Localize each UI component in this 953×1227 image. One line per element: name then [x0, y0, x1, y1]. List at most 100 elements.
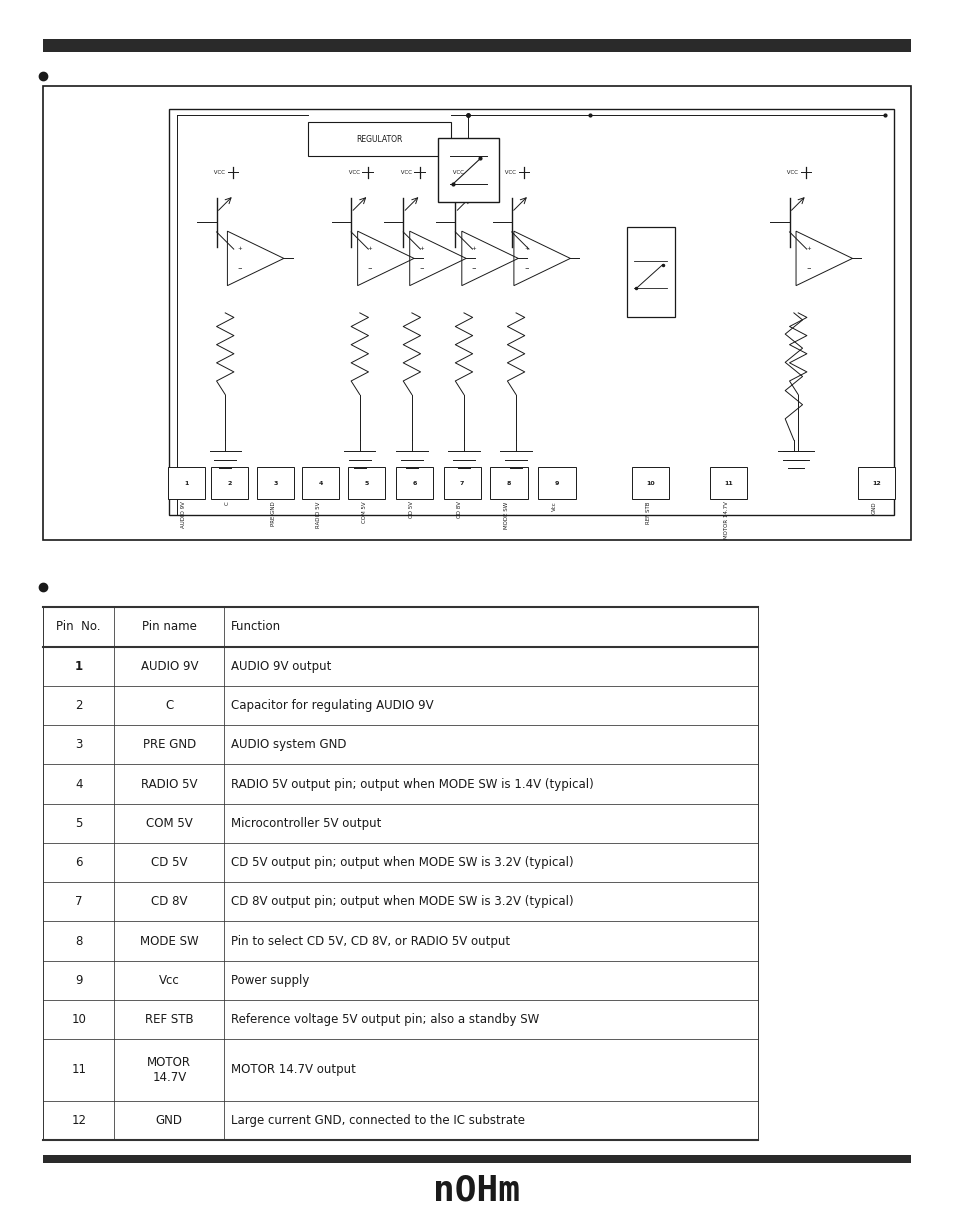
Bar: [43, 1155, 910, 1163]
Bar: [626, 227, 674, 318]
Text: CD 5V output pin; output when MODE SW is 3.2V (typical): CD 5V output pin; output when MODE SW is…: [231, 856, 573, 869]
Text: 12: 12: [871, 481, 880, 486]
Text: GND: GND: [870, 502, 876, 514]
Text: VCC: VCC: [347, 169, 359, 174]
Text: 9: 9: [75, 974, 82, 987]
Text: 5: 5: [75, 817, 82, 829]
Text: 9: 9: [554, 481, 558, 486]
Bar: [631, 467, 669, 499]
Text: C: C: [224, 502, 230, 506]
Text: 4: 4: [75, 778, 82, 790]
Text: 3: 3: [75, 739, 82, 751]
Text: 6: 6: [75, 856, 82, 869]
Text: −: −: [472, 266, 476, 271]
Text: Microcontroller 5V output: Microcontroller 5V output: [231, 817, 381, 829]
Text: REF STB: REF STB: [645, 502, 650, 524]
Text: 6: 6: [412, 481, 416, 486]
Text: 7: 7: [75, 896, 82, 908]
Text: VCC: VCC: [502, 169, 516, 174]
Text: MODE SW: MODE SW: [140, 935, 198, 947]
Text: VCC: VCC: [451, 169, 463, 174]
Bar: [168, 467, 205, 499]
Text: −: −: [523, 266, 528, 271]
Bar: [308, 123, 451, 156]
Text: 4: 4: [318, 481, 322, 486]
Bar: [348, 467, 385, 499]
Text: Vcc: Vcc: [551, 502, 557, 512]
Text: Pin  No.: Pin No.: [56, 621, 101, 633]
Text: 2: 2: [75, 699, 82, 712]
Text: REGULATOR: REGULATOR: [355, 135, 402, 144]
Text: 7: 7: [459, 481, 464, 486]
Bar: [256, 467, 294, 499]
Text: COM 5V: COM 5V: [361, 502, 366, 523]
Text: AUDIO 9V: AUDIO 9V: [140, 660, 198, 672]
Text: CD 5V: CD 5V: [409, 502, 414, 519]
Text: MODE SW: MODE SW: [503, 502, 509, 529]
Text: Power supply: Power supply: [231, 974, 309, 987]
Text: 1: 1: [184, 481, 188, 486]
Text: +: +: [523, 247, 528, 252]
Text: RADIO 5V: RADIO 5V: [141, 778, 197, 790]
Bar: [490, 467, 527, 499]
Text: 12: 12: [71, 1114, 86, 1126]
Text: GND: GND: [155, 1114, 183, 1126]
Text: 3: 3: [274, 481, 277, 486]
Text: 8: 8: [75, 935, 82, 947]
Text: 11: 11: [71, 1064, 86, 1076]
Text: −: −: [805, 266, 810, 271]
Text: +: +: [472, 247, 476, 252]
Text: −: −: [419, 266, 424, 271]
Text: +: +: [805, 247, 810, 252]
Text: Reference voltage 5V output pin; also a standby SW: Reference voltage 5V output pin; also a …: [231, 1014, 538, 1026]
Bar: [169, 109, 893, 515]
Text: REF STB: REF STB: [145, 1014, 193, 1026]
Text: −: −: [367, 266, 372, 271]
Text: Capacitor for regulating AUDIO 9V: Capacitor for regulating AUDIO 9V: [231, 699, 433, 712]
Text: RADIO 5V output pin; output when MODE SW is 1.4V (typical): RADIO 5V output pin; output when MODE SW…: [231, 778, 593, 790]
Text: AUDIO 9V output: AUDIO 9V output: [231, 660, 331, 672]
Text: CD 8V: CD 8V: [151, 896, 188, 908]
Text: MOTOR 14.7V output: MOTOR 14.7V output: [231, 1064, 355, 1076]
Text: +: +: [237, 247, 242, 252]
Text: Pin name: Pin name: [142, 621, 196, 633]
Text: 10: 10: [71, 1014, 86, 1026]
Bar: [43, 86, 910, 540]
Text: 1: 1: [74, 660, 83, 672]
Bar: [43, 39, 910, 52]
Text: RADIO 5V: RADIO 5V: [315, 502, 320, 528]
Text: C: C: [165, 699, 173, 712]
Text: 11: 11: [723, 481, 732, 486]
Bar: [302, 467, 339, 499]
Text: CD 8V output pin; output when MODE SW is 3.2V (typical): CD 8V output pin; output when MODE SW is…: [231, 896, 573, 908]
Text: MOTOR 14.7V: MOTOR 14.7V: [723, 502, 728, 540]
Text: AUDIO 9V: AUDIO 9V: [181, 502, 186, 529]
Text: COM 5V: COM 5V: [146, 817, 193, 829]
Text: nOHm: nOHm: [433, 1173, 520, 1207]
Text: VCC: VCC: [784, 169, 798, 174]
Text: CD 8V: CD 8V: [456, 502, 462, 519]
Text: MOTOR
14.7V: MOTOR 14.7V: [147, 1056, 192, 1083]
Bar: [537, 467, 575, 499]
Text: Pin to select CD 5V, CD 8V, or RADIO 5V output: Pin to select CD 5V, CD 8V, or RADIO 5V …: [231, 935, 510, 947]
Text: 10: 10: [645, 481, 655, 486]
Bar: [211, 467, 248, 499]
Text: Function: Function: [231, 621, 281, 633]
Text: −: −: [237, 266, 242, 271]
Text: VCC: VCC: [212, 169, 225, 174]
Text: CD 5V: CD 5V: [151, 856, 188, 869]
Bar: [443, 467, 480, 499]
Bar: [437, 139, 498, 201]
Text: PRE GND: PRE GND: [271, 502, 275, 526]
Text: PRE GND: PRE GND: [143, 739, 195, 751]
Text: 8: 8: [506, 481, 511, 486]
Bar: [857, 467, 894, 499]
Text: 2: 2: [227, 481, 232, 486]
Bar: [709, 467, 746, 499]
Bar: [395, 467, 433, 499]
Text: AUDIO system GND: AUDIO system GND: [231, 739, 346, 751]
Text: +: +: [419, 247, 424, 252]
Text: Large current GND, connected to the IC substrate: Large current GND, connected to the IC s…: [231, 1114, 524, 1126]
Text: 5: 5: [364, 481, 369, 486]
Text: VCC: VCC: [398, 169, 412, 174]
